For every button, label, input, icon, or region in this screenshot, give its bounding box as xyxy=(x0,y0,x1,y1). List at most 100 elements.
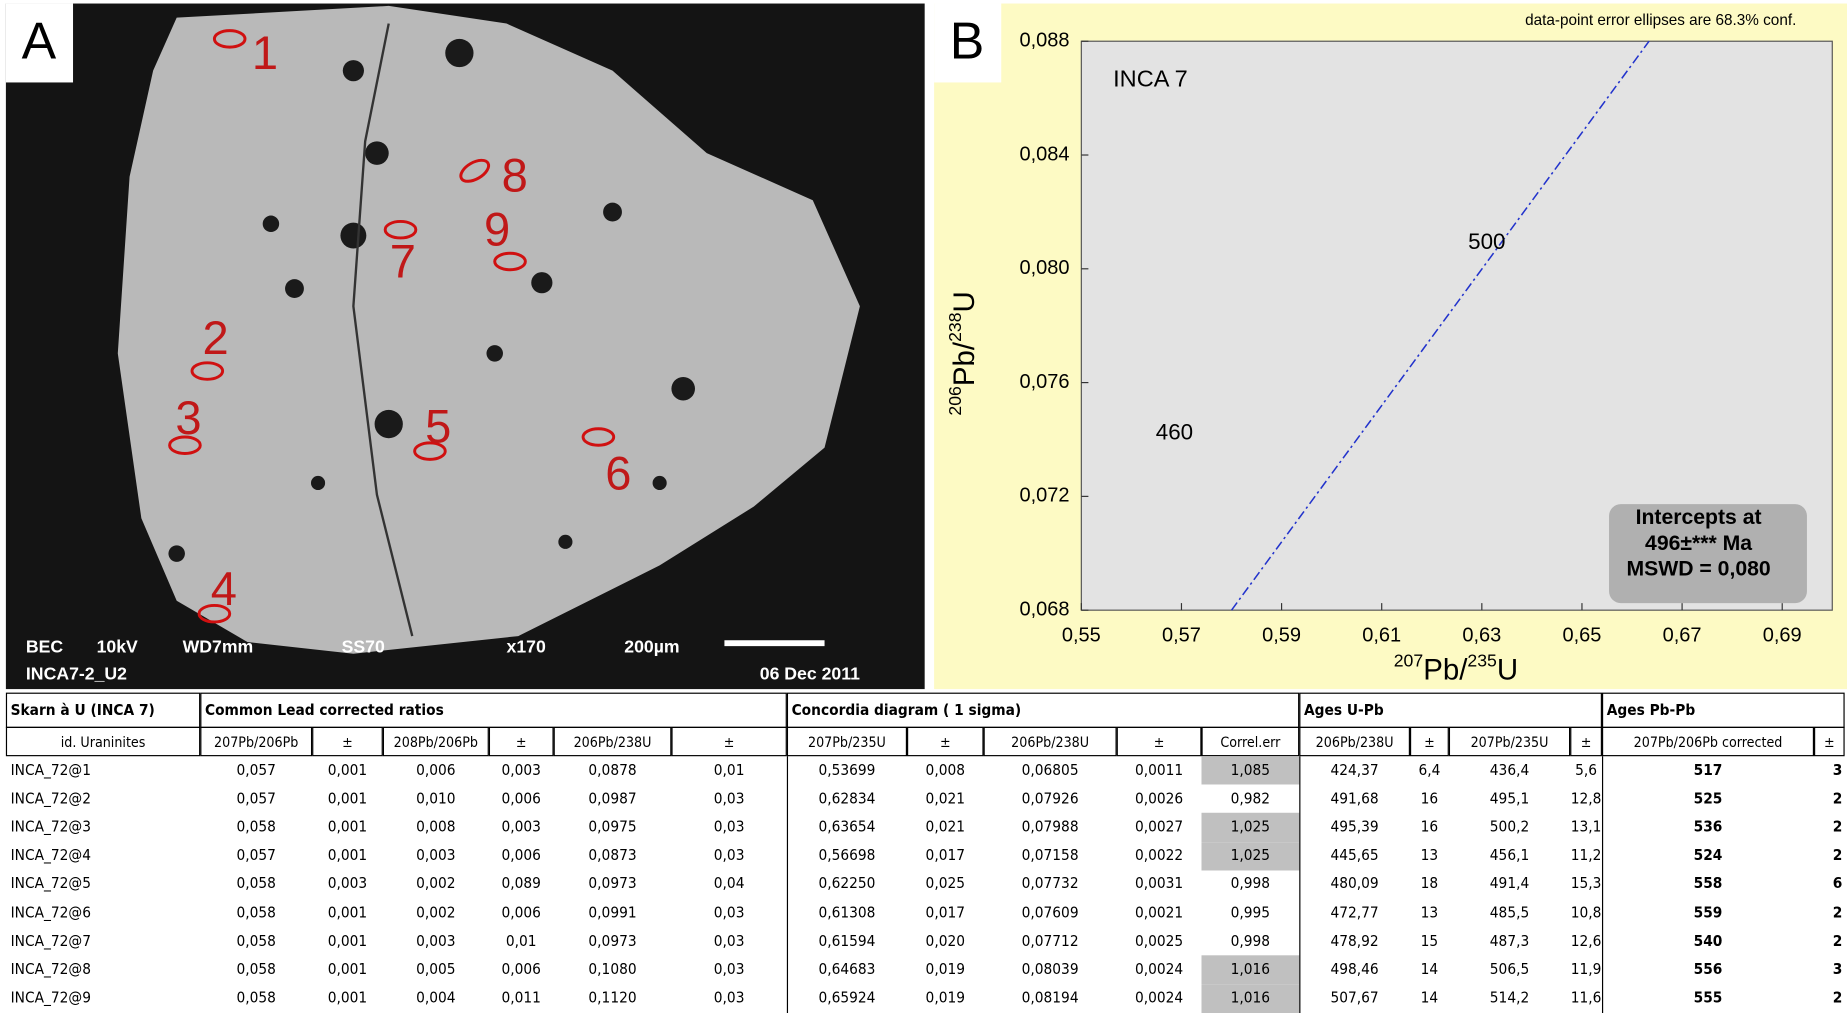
panel-label: B xyxy=(950,11,985,69)
table-value: 0,001 xyxy=(327,790,368,808)
table-value: 0,001 xyxy=(327,761,368,780)
x-tick-label: 0,67 xyxy=(1663,624,1702,646)
y-tick-label: 0,072 xyxy=(1019,485,1069,507)
spot-label: 7 xyxy=(390,234,416,287)
table-value: 514,2 xyxy=(1489,989,1530,1008)
row-id: INCA_72@1 xyxy=(10,761,91,780)
table-value: 0,0024 xyxy=(1134,961,1184,979)
table-value: 2 xyxy=(1832,790,1843,808)
column-header: 206Pb/238U xyxy=(1299,726,1410,757)
table-value: 12,8 xyxy=(1570,790,1602,808)
y-tick-label: 0,088 xyxy=(1019,30,1069,52)
grain xyxy=(117,5,860,654)
table-value: 11,6 xyxy=(1570,989,1602,1008)
table-value: 0,53699 xyxy=(818,761,876,780)
spot-ellipse xyxy=(581,427,616,447)
x-axis-label: 207Pb/235U xyxy=(1394,650,1518,686)
x-tick-label: 0,57 xyxy=(1162,624,1201,646)
column-header: ± xyxy=(671,726,787,757)
x-tick-label: 0,61 xyxy=(1362,624,1401,646)
row-id: INCA_72@8 xyxy=(10,961,91,979)
table-value: 0,65924 xyxy=(818,989,876,1008)
table-value: 0,07988 xyxy=(1021,818,1079,837)
table-value: 0,008 xyxy=(925,761,966,780)
table-value: 0,006 xyxy=(501,904,541,922)
info-text: SS70 xyxy=(342,637,385,657)
info-text: 10kV xyxy=(97,637,138,657)
group-header: Concordia diagram ( 1 sigma) xyxy=(786,692,1300,728)
table-value: 517 xyxy=(1693,761,1723,780)
column-header: ± xyxy=(488,726,554,757)
table-value: 487,3 xyxy=(1489,932,1530,951)
table-value: 0,0031 xyxy=(1134,875,1184,894)
table-value: 0,08039 xyxy=(1021,961,1079,979)
y-tick-label: 0,068 xyxy=(1019,598,1069,620)
spot-ellipse xyxy=(197,603,232,624)
table-value: 0,004 xyxy=(416,989,456,1008)
table-value: 0,0011 xyxy=(1134,761,1184,780)
table-value: 498,46 xyxy=(1330,961,1379,979)
table-value: 495,1 xyxy=(1489,790,1530,808)
x-tick-label: 0,69 xyxy=(1763,624,1802,646)
table-value: 485,5 xyxy=(1489,904,1530,922)
spot-ellipse xyxy=(459,158,491,183)
column-header: ± xyxy=(1409,726,1449,757)
table-value: 0,002 xyxy=(416,875,456,894)
table-value: 0,057 xyxy=(236,761,276,780)
table-value: 0,058 xyxy=(236,875,276,894)
row-id: INCA_72@9 xyxy=(10,989,91,1008)
table-value: 436,4 xyxy=(1489,761,1530,780)
table-value: 0,03 xyxy=(713,790,745,808)
spot-label: 6 xyxy=(605,446,631,499)
spot-label: 8 xyxy=(502,148,528,201)
info-text: x170 xyxy=(507,637,546,657)
table-value: 3 xyxy=(1832,761,1843,780)
table-value: 0,021 xyxy=(925,818,966,837)
table-value: 0,61308 xyxy=(818,904,876,922)
column-header: 207Pb/235U xyxy=(786,726,908,757)
table-value: 0,1080 xyxy=(588,961,637,979)
table-value: 0,07158 xyxy=(1021,847,1079,865)
table-value: 0,058 xyxy=(236,932,276,951)
table-value: 0,0026 xyxy=(1134,790,1184,808)
table-value: 0,003 xyxy=(416,847,456,865)
table-value: 0,010 xyxy=(416,790,456,808)
row-id: INCA_72@2 xyxy=(10,790,91,808)
table-value: 0,057 xyxy=(236,847,276,865)
table-value: 491,68 xyxy=(1330,790,1379,808)
spot-ellipse xyxy=(168,435,202,455)
table-value: 0,0022 xyxy=(1134,847,1184,865)
table-value: 478,92 xyxy=(1330,932,1379,951)
table-value: 0,0024 xyxy=(1134,989,1184,1008)
panel-b-label-box xyxy=(934,3,1002,83)
spot-label: 2 xyxy=(202,311,228,364)
table-value: 1,025 xyxy=(1201,841,1300,871)
table-value: 0,019 xyxy=(925,961,966,979)
table-value: 0,0991 xyxy=(588,904,637,922)
table-value: 0,995 xyxy=(1230,904,1271,922)
row-id: INCA_72@4 xyxy=(10,847,91,865)
table-value: 0,006 xyxy=(501,847,541,865)
table-value: 6,4 xyxy=(1418,761,1441,780)
table-value: 0,001 xyxy=(327,818,368,837)
panel-label: A xyxy=(22,11,57,69)
x-tick-label: 0,63 xyxy=(1462,624,1501,646)
table-value: 16 xyxy=(1420,818,1439,837)
table-value: 14 xyxy=(1420,961,1439,979)
table-value: 15,3 xyxy=(1570,875,1602,894)
row-id: INCA_72@5 xyxy=(10,875,91,894)
table-value: 6 xyxy=(1832,875,1843,894)
info-text: 06 Dec 2011 xyxy=(760,664,860,684)
table-value: 0,003 xyxy=(327,875,368,894)
table-value: 0,04 xyxy=(713,875,745,894)
table-value: 0,982 xyxy=(1230,790,1271,808)
table-value: 1,016 xyxy=(1201,955,1300,985)
table-value: 15 xyxy=(1420,932,1439,951)
spot-label: 3 xyxy=(175,391,201,444)
column-header: 206Pb/238U xyxy=(983,726,1117,757)
column-header: 208Pb/206Pb xyxy=(382,726,489,757)
table-value: 0,0025 xyxy=(1134,932,1184,951)
table-value: 0,64683 xyxy=(818,961,876,979)
axis-label-part: U xyxy=(1497,653,1518,686)
column-header: 207Pb/235U xyxy=(1448,726,1571,757)
